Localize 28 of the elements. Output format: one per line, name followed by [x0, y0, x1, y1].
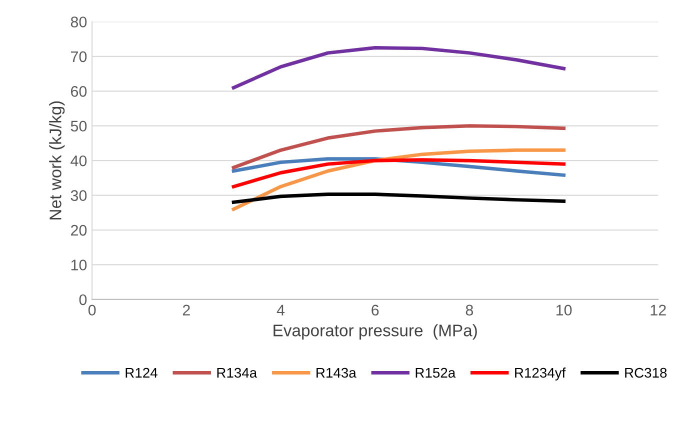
x-tick-label: 12 [650, 304, 666, 316]
legend-label: R152a [416, 368, 456, 378]
legend-label: R134a [217, 368, 258, 378]
y-tick-label: 0 [79, 294, 87, 306]
y-tick-label: 60 [70, 86, 87, 97]
y-tick-label: 20 [70, 224, 87, 236]
x-tick-label: 6 [372, 304, 379, 316]
y-tick-label: 10 [71, 260, 87, 270]
line-series [232, 46, 566, 90]
x-axis-title: Evaporator pressure (MPa) [274, 324, 477, 340]
x-tick-label: 2 [182, 304, 190, 316]
legend-label: R143a [316, 368, 356, 378]
y-axis-title: Net work (kJ/kg) [49, 101, 65, 220]
y-tick-label: 80 [70, 16, 87, 28]
y-tick-label: 40 [70, 155, 87, 166]
line-series [232, 124, 566, 170]
line-series [232, 158, 566, 188]
x-tick-label: 8 [466, 304, 474, 316]
y-tick-label: 30 [70, 190, 87, 201]
y-tick-label: 70 [71, 51, 87, 62]
x-tick-label: 0 [88, 304, 96, 316]
legend-label: RC318 [625, 368, 667, 378]
line-series [232, 192, 566, 204]
y-tick-label: 50 [70, 120, 87, 132]
legend-label: R124 [126, 368, 158, 378]
x-tick-label: 10 [556, 304, 572, 316]
legend-label: R1234yf [515, 368, 566, 380]
x-tick-label: 4 [276, 304, 285, 316]
